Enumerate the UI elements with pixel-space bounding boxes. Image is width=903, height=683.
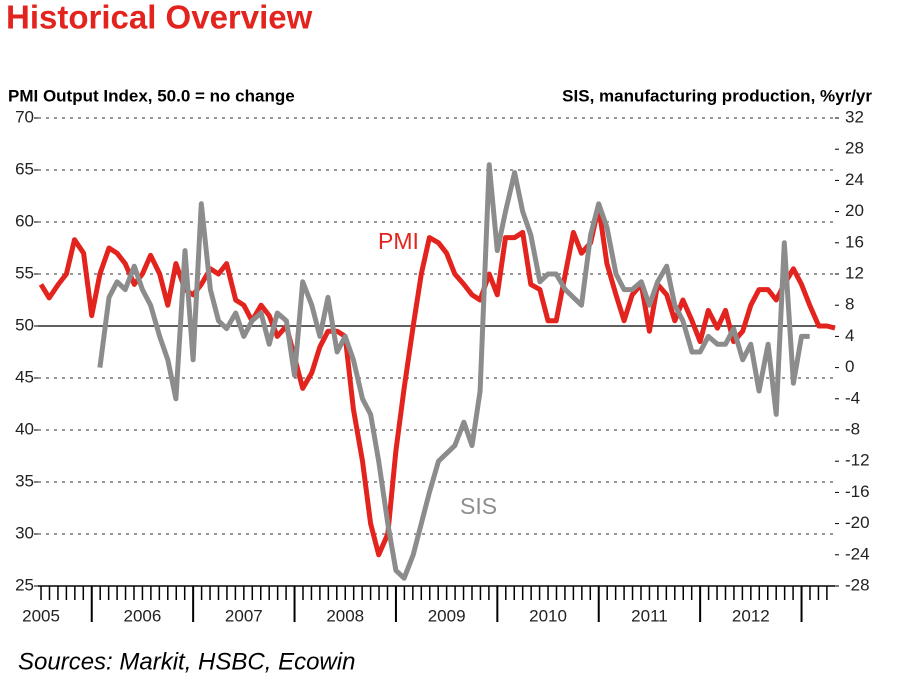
series-annotation: PMI — [378, 228, 419, 254]
x-tick-label: 2009 — [428, 606, 466, 625]
y2-tick-label: 16 — [845, 232, 864, 251]
x-tick-label: 2005 — [22, 606, 60, 625]
series-line — [38, 203, 836, 558]
series-line — [97, 162, 810, 581]
y-tick-label: 50 — [15, 315, 34, 334]
y2-tick-label: 0 — [845, 357, 854, 376]
y2-tick-label: -8 — [845, 419, 860, 438]
y2-tick-label: 20 — [845, 201, 864, 220]
y2-tick-label: 12 — [845, 263, 864, 282]
y2-tick-label: -4 — [845, 388, 860, 407]
y2-tick-label: -12 — [845, 451, 870, 470]
y-tick-label: 35 — [15, 471, 34, 490]
y-tick-label: 30 — [15, 523, 34, 542]
x-tick-label: 2006 — [124, 606, 162, 625]
y-axis-title: PMI Output Index, 50.0 = no change — [8, 86, 295, 105]
y2-tick-label: 28 — [845, 139, 864, 158]
x-tick-label: 2012 — [732, 606, 770, 625]
y-tick-label: 25 — [15, 575, 34, 594]
y-tick-label: 70 — [15, 107, 34, 126]
y-tick-label: 55 — [15, 263, 34, 282]
x-tick-label: 2011 — [631, 606, 668, 625]
y2-tick-label: 4 — [845, 326, 854, 345]
y-tick-label: 40 — [15, 419, 34, 438]
y2-tick-label: -24 — [845, 544, 870, 563]
y2-tick-label: 8 — [845, 295, 854, 314]
y-tick-label: 65 — [15, 159, 34, 178]
x-tick-label: 2008 — [326, 606, 364, 625]
y2-tick-label: -20 — [845, 513, 870, 532]
source-note: Sources: Markit, HSBC, Ecowin — [18, 648, 355, 675]
y2-tick-label: 24 — [845, 170, 864, 189]
y2-tick-label: 32 — [845, 107, 864, 126]
x-tick-label: 2007 — [225, 606, 263, 625]
x-tick-label: 2010 — [529, 606, 567, 625]
y2-tick-label: -28 — [845, 575, 870, 594]
y2-axis-title: SIS, manufacturing production, %yr/yr — [562, 86, 872, 105]
y2-tick-label: -16 — [845, 482, 870, 501]
series-annotation: SIS — [460, 493, 497, 519]
y-tick-label: 45 — [15, 367, 34, 386]
chart-title: Historical Overview — [6, 0, 313, 36]
y-tick-label: 60 — [15, 211, 34, 230]
